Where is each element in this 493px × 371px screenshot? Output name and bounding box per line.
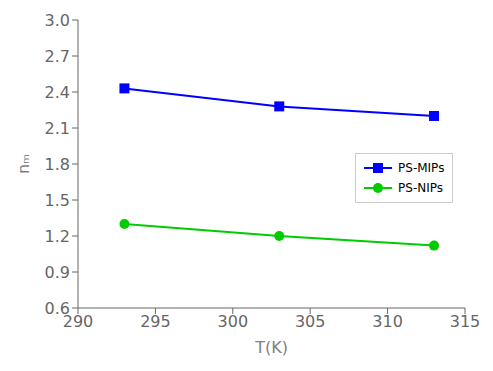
svg-text:300: 300 xyxy=(218,312,249,331)
svg-text:1.8: 1.8 xyxy=(45,155,70,174)
svg-text:T(K): T(K) xyxy=(254,338,288,357)
svg-text:295: 295 xyxy=(140,312,171,331)
svg-text:2.1: 2.1 xyxy=(45,119,70,138)
svg-text:nₘ: nₘ xyxy=(14,154,33,174)
svg-text:2.4: 2.4 xyxy=(45,83,70,102)
svg-text:3.0: 3.0 xyxy=(45,11,70,30)
svg-text:0.6: 0.6 xyxy=(45,299,70,318)
svg-text:0.9: 0.9 xyxy=(45,263,70,282)
svg-text:305: 305 xyxy=(295,312,326,331)
html-text:PS-MIPs: PS-MIPs xyxy=(398,161,445,176)
svg-text:1.5: 1.5 xyxy=(45,191,70,210)
html-text:PS-NIPs: PS-NIPs xyxy=(398,181,443,196)
svg-text:310: 310 xyxy=(372,312,403,331)
svg-text:290: 290 xyxy=(62,312,94,332)
svg-text:1.2: 1.2 xyxy=(45,227,70,246)
svg-text:2.7: 2.7 xyxy=(45,47,70,66)
svg-text:315: 315 xyxy=(450,312,481,331)
